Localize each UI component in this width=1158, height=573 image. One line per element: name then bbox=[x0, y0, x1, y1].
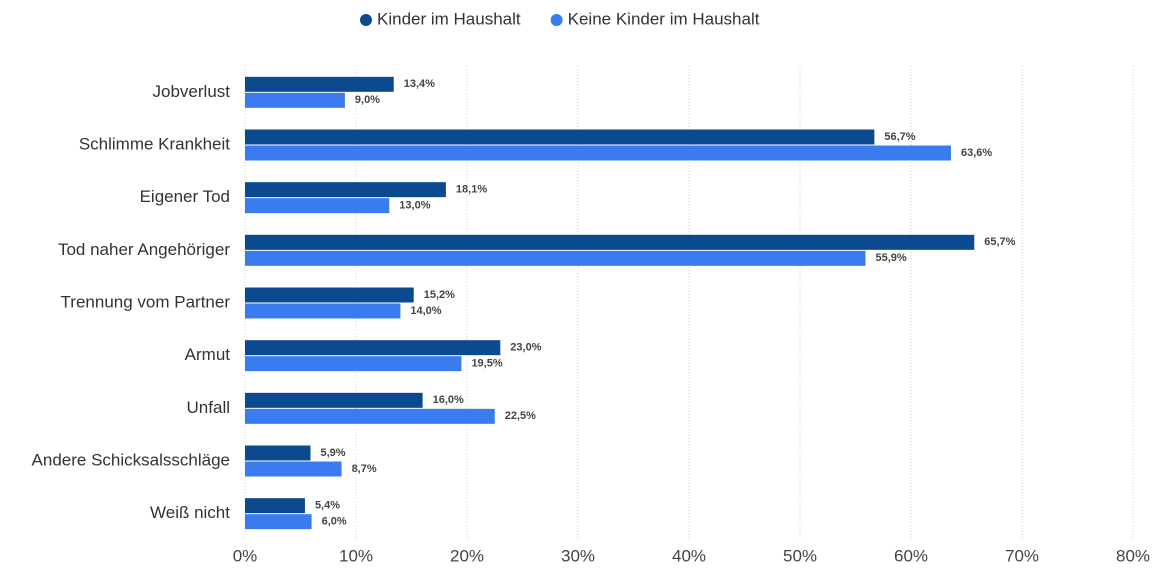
x-tick-label: 30% bbox=[561, 546, 595, 565]
category-label: Unfall bbox=[187, 398, 230, 417]
value-label: 63,6% bbox=[961, 147, 992, 159]
bar bbox=[245, 392, 423, 408]
category-label: Jobverlust bbox=[153, 82, 231, 101]
bar bbox=[245, 461, 342, 477]
bar bbox=[245, 234, 975, 250]
bar bbox=[245, 129, 875, 145]
bar bbox=[245, 287, 414, 303]
value-label: 14,0% bbox=[410, 305, 441, 317]
bar bbox=[245, 92, 345, 108]
x-tick-label: 10% bbox=[339, 546, 373, 565]
value-label: 5,4% bbox=[315, 500, 340, 512]
category-label: Armut bbox=[185, 345, 231, 364]
category-label: Andere Schicksalsschläge bbox=[32, 450, 230, 469]
value-label: 22,5% bbox=[505, 410, 536, 422]
x-tick-label: 20% bbox=[450, 546, 484, 565]
value-label: 13,4% bbox=[404, 78, 435, 90]
bar bbox=[245, 76, 394, 92]
bar bbox=[245, 498, 305, 514]
value-label: 65,7% bbox=[984, 236, 1015, 248]
x-tick-label: 50% bbox=[783, 546, 817, 565]
x-tick-label: 40% bbox=[672, 546, 706, 565]
bar bbox=[245, 408, 495, 424]
value-label: 23,0% bbox=[510, 342, 541, 354]
bar bbox=[245, 198, 390, 214]
value-label: 9,0% bbox=[355, 94, 380, 106]
bar bbox=[245, 182, 446, 198]
category-label: Weiß nicht bbox=[150, 503, 230, 522]
x-tick-label: 70% bbox=[1005, 546, 1039, 565]
value-label: 15,2% bbox=[424, 289, 455, 301]
x-tick-label: 0% bbox=[233, 546, 258, 565]
value-label: 56,7% bbox=[884, 131, 915, 143]
category-label: Schlimme Krankheit bbox=[79, 134, 230, 153]
legend-swatch bbox=[550, 14, 563, 26]
value-label: 19,5% bbox=[471, 358, 502, 370]
bar bbox=[245, 356, 462, 372]
legend-label: Kinder im Haushalt bbox=[377, 9, 521, 28]
category-label: Eigener Tod bbox=[140, 187, 230, 206]
category-label: Tod naher Angehöriger bbox=[58, 240, 230, 259]
bar bbox=[245, 250, 866, 266]
value-label: 55,9% bbox=[875, 252, 906, 264]
bar bbox=[245, 145, 951, 161]
value-label: 18,1% bbox=[456, 184, 487, 196]
value-label: 8,7% bbox=[352, 463, 377, 475]
value-label: 13,0% bbox=[399, 200, 430, 212]
value-label: 6,0% bbox=[322, 516, 347, 528]
x-tick-label: 80% bbox=[1116, 546, 1150, 565]
value-label: 16,0% bbox=[433, 394, 464, 406]
bar bbox=[245, 445, 311, 461]
bar bbox=[245, 340, 501, 356]
category-label: Trennung vom Partner bbox=[61, 292, 231, 311]
value-label: 5,9% bbox=[320, 447, 345, 459]
legend-label: Keine Kinder im Haushalt bbox=[568, 9, 760, 28]
bar bbox=[245, 514, 312, 530]
legend-swatch bbox=[360, 14, 372, 26]
bar bbox=[245, 303, 401, 319]
x-tick-label: 60% bbox=[894, 546, 928, 565]
